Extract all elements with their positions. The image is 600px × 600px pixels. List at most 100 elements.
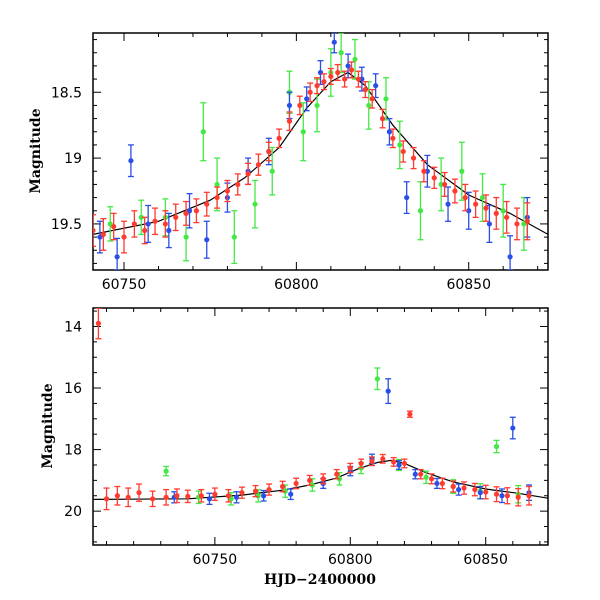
top-data-point [486,221,493,227]
bottom-data-point [225,493,232,499]
top-data-point [452,188,458,194]
top-data-point [214,181,220,188]
top-data-point [183,210,189,216]
bottom-x-tick-label: 60850 [463,552,508,568]
top-data-point [459,168,465,174]
bottom-data-point [347,465,353,471]
top-data-point [383,96,389,102]
bottom-data-point [163,468,169,474]
bottom-series-0 [95,308,533,511]
top-tick-labels: 60750 60800 60850 18.5 19 19.5 [51,85,491,293]
top-data-point [514,221,520,227]
bottom-data-point [423,474,429,480]
top-data-point [204,237,210,243]
bottom-y-tick-label: 16 [64,381,82,397]
top-series-1 [96,33,531,270]
top-data-point [252,201,258,207]
top-data-point [445,201,451,207]
top-data-point [507,254,513,260]
top-data-point [390,135,396,141]
top-y-tick-label: 19 [64,151,82,167]
top-data-point [304,96,310,102]
bottom-data-point [307,477,313,483]
bottom-data-point [526,493,532,499]
top-data-point [379,115,386,122]
top-data-point [300,129,306,135]
top-data-point [193,208,200,214]
top-data-point [331,39,337,45]
bottom-data-point [391,459,397,465]
bottom-data-point [385,388,391,394]
bottom-data-point [510,425,516,431]
bottom-data-point [461,485,467,491]
bottom-panel: 60750 60800 60850 14 16 18 20 Magnitude HJD−24… [40,307,549,588]
bottom-data-point [407,411,413,417]
bottom-x-tick-label: 60750 [193,552,238,568]
bottom-data-point [233,494,240,500]
top-data-point [345,63,351,69]
bottom-data-point [428,476,435,482]
top-data-point [128,158,134,164]
bottom-data-point [103,496,110,502]
bottom-y-axis-label: Magnitude [40,383,56,468]
top-data-point [93,227,96,234]
top-data-point [493,210,499,216]
top-data-point [183,234,189,240]
top-data-point [321,79,327,85]
top-data-point [204,201,210,207]
bottom-y-tick-label: 18 [64,443,82,459]
top-y-tick-label: 18.5 [51,85,82,101]
bottom-series-1 [171,378,533,506]
top-data-point [245,171,251,177]
bottom-data-point [418,471,424,477]
bottom-y-tick-label: 20 [64,504,82,520]
top-data-point [352,56,358,62]
top-data-point [369,96,375,102]
bottom-data-point [174,493,180,499]
bottom-data-point [374,376,380,382]
bottom-data-point [136,490,142,496]
top-axis-ticks [93,33,548,270]
bottom-data-point [163,494,169,500]
top-series-0 [93,61,531,254]
top-data-point [479,194,486,201]
bottom-data-point [288,491,294,497]
top-data-point [214,194,220,201]
bottom-data-point [334,471,340,477]
top-data-point [338,50,344,56]
top-plot-frame [92,32,549,271]
top-data-point [111,223,117,230]
top-data-point [348,67,355,73]
bottom-data-point [206,496,213,502]
top-data-point [362,87,368,93]
bottom-data-point [198,493,204,499]
top-data-point [297,102,303,109]
top-data-point [152,218,158,224]
top-data-point [314,102,320,109]
top-data-point [483,205,489,211]
top-data-point [342,76,348,82]
top-y-axis-label: Magnitude [28,108,44,193]
top-data-point [286,118,293,124]
bottom-data-point [239,490,245,496]
bottom-data-point [369,458,375,464]
top-data-point [431,175,437,181]
bottom-data-point [412,471,418,477]
top-data-point [500,208,506,214]
bottom-data-point [185,493,191,499]
bottom-data-point [95,320,102,326]
top-data-point [373,83,379,89]
top-data-point [235,181,241,188]
bottom-data-point [477,490,483,496]
bottom-x-tick-label: 60800 [328,552,373,568]
bottom-plot-area [93,308,548,511]
top-data-point [400,148,406,155]
bottom-plot-frame [92,307,549,546]
bottom-data-point [261,493,267,499]
bottom-data-point [439,480,445,487]
top-data-point [355,76,362,82]
top-data-point [397,142,403,148]
bottom-data-point [320,476,326,482]
top-data-point [421,168,427,174]
